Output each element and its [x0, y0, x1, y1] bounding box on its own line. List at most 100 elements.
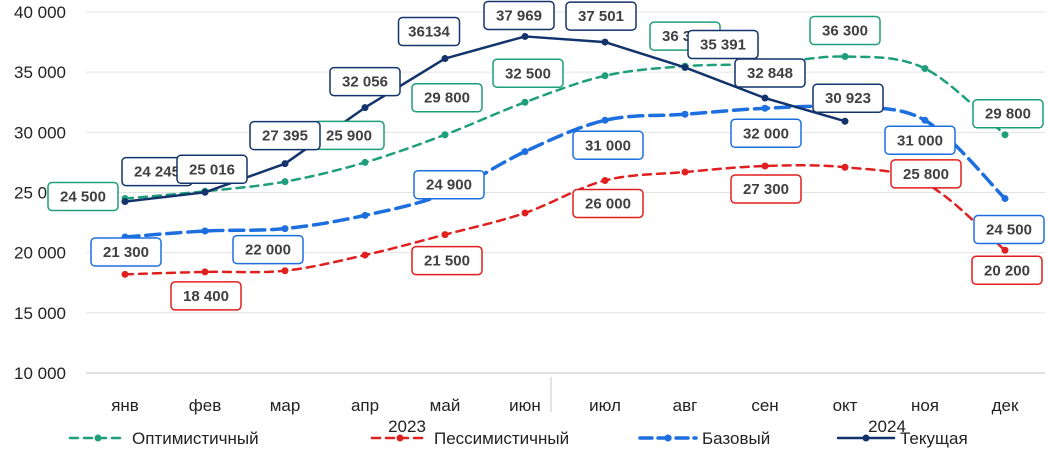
data-point — [121, 270, 129, 278]
data-label-text: 24 500 — [986, 222, 1032, 239]
y-tick-label: 20 000 — [14, 244, 66, 263]
x-tick-label: фев — [189, 396, 221, 415]
data-point — [601, 72, 609, 80]
data-label: 25 800 — [890, 159, 962, 189]
data-label-box — [884, 125, 956, 156]
data-label: 25 900 — [313, 120, 385, 151]
data-label: 20 200 — [971, 255, 1043, 286]
data-label-text: 27 395 — [262, 128, 308, 145]
data-label-box — [411, 82, 483, 113]
legend-label: Базовый — [702, 429, 770, 448]
data-point — [601, 176, 609, 184]
data-point — [201, 188, 209, 196]
data-label-text: 24 900 — [426, 177, 472, 194]
x-tick-label: мар — [270, 396, 301, 415]
legend-marker — [664, 434, 672, 442]
x-tick-label: май — [430, 396, 461, 415]
data-label: 32 500 — [492, 58, 564, 88]
year-label: 2024 — [868, 417, 906, 436]
legend-label: Текущая — [900, 429, 968, 448]
y-tick-label: 10 000 — [14, 364, 66, 383]
data-point — [921, 116, 929, 124]
data-label-text: 25 016 — [189, 161, 235, 178]
data-point — [441, 131, 449, 139]
data-label-text: 27 300 — [743, 181, 789, 198]
data-label: 36134 — [397, 16, 461, 47]
legend-item-1: Оптимистичный — [68, 429, 259, 448]
data-label: 31 000 — [572, 130, 644, 161]
data-label-box — [734, 58, 806, 88]
gridlines — [86, 11, 1045, 374]
data-label-box — [483, 0, 555, 31]
x-tick-label: авг — [673, 396, 698, 415]
data-label-text: 24 500 — [60, 189, 106, 206]
data-label-text: 32 056 — [342, 74, 388, 91]
data-label-text: 29 800 — [424, 90, 470, 107]
data-label-box — [249, 120, 321, 151]
data-point — [361, 104, 369, 112]
data-label-text: 21 300 — [103, 244, 149, 261]
data-point — [201, 227, 209, 235]
data-label-box — [812, 83, 884, 113]
data-label-box — [170, 281, 242, 311]
data-label: 31 000 — [884, 125, 956, 156]
y-tick-label: 35 000 — [14, 63, 66, 82]
data-point — [521, 209, 529, 217]
data-label-text: 32 848 — [747, 65, 793, 82]
data-label-box — [890, 159, 962, 189]
data-label: 37 501 — [565, 1, 637, 31]
data-label: 37 969 — [483, 0, 555, 31]
data-point — [841, 117, 849, 125]
data-point — [361, 251, 369, 259]
x-tick-label: окт — [833, 396, 858, 415]
data-label: 24 500 — [47, 181, 119, 212]
data-label-box — [565, 1, 637, 31]
data-label-text: 32 000 — [743, 125, 789, 142]
legend-marker — [862, 434, 870, 442]
data-label-box — [971, 255, 1043, 286]
year-label: 2023 — [388, 417, 426, 436]
data-label-text: 37 501 — [578, 8, 624, 25]
legend-item-4: Текущая — [836, 429, 968, 448]
data-label: 26 000 — [572, 188, 644, 219]
data-point — [521, 98, 529, 106]
data-label: 27 395 — [249, 120, 321, 151]
data-label-text: 30 923 — [825, 90, 871, 107]
data-label-box — [730, 118, 802, 149]
data-label-box — [90, 237, 162, 267]
data-point — [841, 53, 849, 61]
data-label-text: 32 500 — [505, 65, 551, 82]
data-point — [201, 268, 209, 276]
data-point — [281, 160, 289, 168]
data-point — [761, 94, 769, 102]
data-point — [601, 116, 609, 124]
data-label-text: 20 200 — [984, 262, 1030, 279]
y-tick-label: 40 000 — [14, 3, 66, 22]
data-point — [681, 168, 689, 176]
data-label-text: 22 000 — [245, 242, 291, 259]
data-label: 18 400 — [170, 281, 242, 311]
data-label-box — [809, 15, 881, 46]
x-tick-label: июн — [509, 396, 541, 415]
data-label-box — [232, 234, 304, 265]
data-point — [441, 55, 449, 63]
data-label-text: 31 000 — [585, 137, 631, 154]
data-point — [761, 104, 769, 112]
data-label-box — [972, 98, 1044, 129]
data-label: 24 245 — [121, 156, 193, 187]
legend-marker — [396, 434, 404, 442]
data-label: 25 016 — [176, 154, 248, 185]
data-point — [281, 267, 289, 275]
data-label-text: 36134 — [408, 24, 450, 41]
data-label-box — [176, 154, 248, 185]
data-point — [601, 38, 609, 46]
data-point — [281, 178, 289, 186]
data-label: 24 500 — [973, 214, 1045, 245]
data-label-text: 36 300 — [822, 23, 868, 40]
data-label: 32 848 — [734, 58, 806, 88]
data-label: 21 300 — [90, 237, 162, 267]
data-label: 27 300 — [730, 174, 802, 204]
data-label-box — [397, 16, 461, 47]
data-point — [521, 32, 529, 40]
